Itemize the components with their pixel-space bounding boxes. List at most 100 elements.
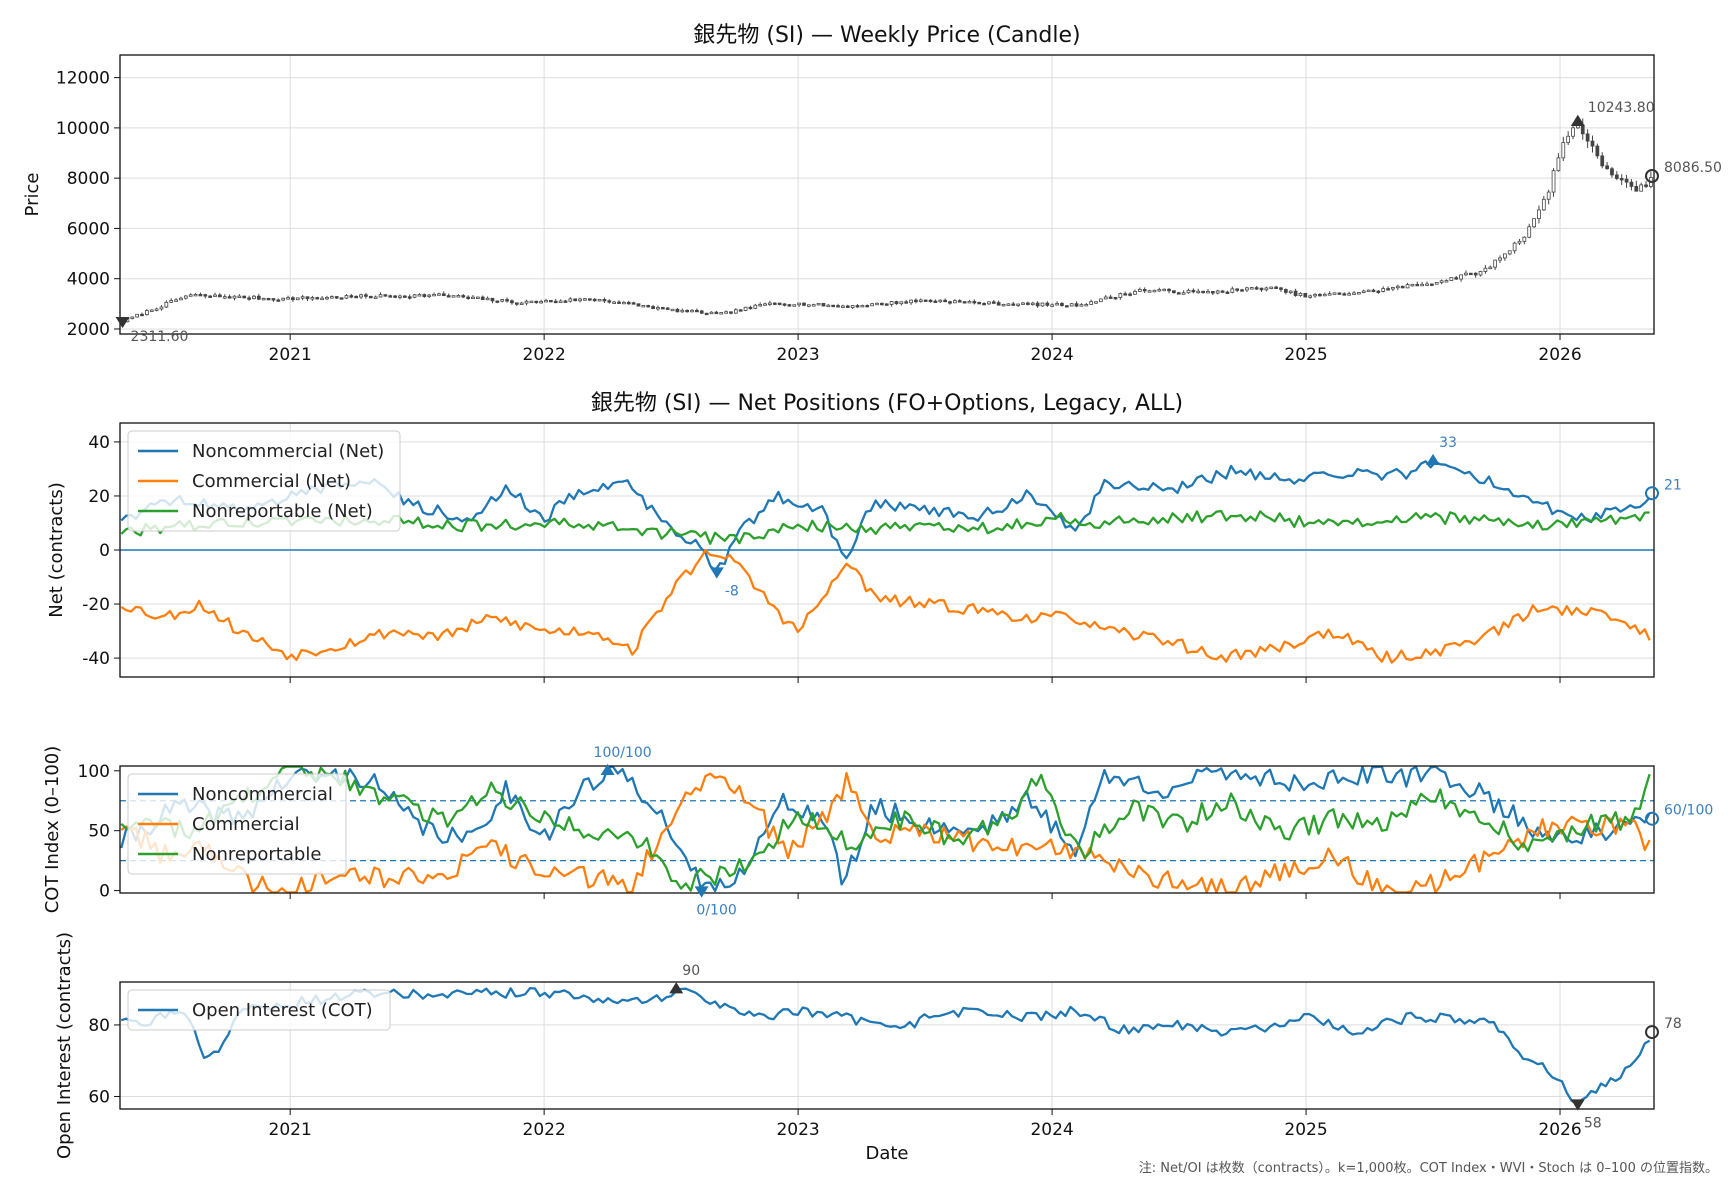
series-line-commercial-net- bbox=[120, 549, 1651, 664]
candle bbox=[553, 300, 558, 304]
candle bbox=[1571, 127, 1575, 137]
candle bbox=[626, 301, 631, 305]
candle bbox=[1230, 288, 1235, 293]
candle bbox=[1468, 272, 1473, 276]
candle bbox=[1624, 178, 1629, 183]
candle bbox=[1386, 288, 1390, 291]
candle bbox=[704, 312, 709, 316]
chart-title-net: 銀先物 (SI) — Net Positions (FO+Options, Le… bbox=[591, 391, 1183, 416]
candle bbox=[393, 295, 397, 298]
candle bbox=[675, 308, 680, 313]
candle bbox=[573, 298, 578, 302]
candle bbox=[826, 304, 831, 308]
candle bbox=[1128, 293, 1132, 296]
candle bbox=[622, 301, 626, 305]
candle bbox=[884, 303, 889, 306]
y-tick-label: 0 bbox=[99, 541, 110, 561]
candle bbox=[1425, 283, 1429, 286]
legend-label: Open Interest (COT) bbox=[192, 1000, 373, 1021]
candle bbox=[758, 303, 763, 307]
candle bbox=[1430, 283, 1434, 286]
candle bbox=[1118, 293, 1123, 298]
candle bbox=[1600, 155, 1605, 167]
candle bbox=[490, 297, 495, 302]
candle bbox=[1590, 140, 1595, 147]
y-tick-label: 4000 bbox=[67, 270, 110, 290]
last-marker bbox=[1645, 486, 1659, 501]
min-marker bbox=[694, 886, 709, 898]
candle bbox=[549, 300, 553, 303]
candle bbox=[1074, 303, 1079, 307]
candle bbox=[1035, 302, 1040, 307]
y-axis-label-cot_index: COT Index (0–100) bbox=[42, 746, 63, 914]
y-axis-label-net: Net (contracts) bbox=[46, 482, 67, 618]
candle bbox=[1060, 303, 1064, 306]
candle bbox=[1512, 242, 1517, 252]
series-line-noncommercial bbox=[120, 766, 1651, 893]
candle bbox=[145, 310, 149, 316]
candle bbox=[797, 302, 801, 306]
candle bbox=[987, 301, 991, 305]
candle bbox=[1269, 286, 1274, 289]
min-label: 2311.60 bbox=[131, 329, 189, 345]
candle bbox=[1245, 287, 1249, 291]
candle bbox=[480, 296, 485, 300]
candle bbox=[1318, 293, 1322, 297]
candle bbox=[957, 300, 962, 303]
y-tick-label: 12000 bbox=[56, 69, 110, 89]
candle bbox=[923, 299, 928, 302]
candle bbox=[266, 297, 271, 301]
candle bbox=[1215, 290, 1220, 294]
candle bbox=[656, 307, 660, 310]
candle bbox=[1079, 304, 1084, 307]
legend-box bbox=[127, 430, 401, 532]
candle bbox=[247, 297, 251, 300]
max-marker bbox=[1570, 114, 1585, 126]
last-marker bbox=[1645, 811, 1659, 826]
candle bbox=[1264, 287, 1269, 291]
candle bbox=[967, 301, 972, 304]
candle bbox=[325, 296, 329, 300]
candle bbox=[432, 293, 436, 297]
candle bbox=[475, 296, 480, 299]
candle bbox=[130, 316, 135, 319]
candle bbox=[1605, 165, 1609, 170]
candle bbox=[1210, 291, 1215, 294]
candle bbox=[1283, 289, 1288, 293]
candle bbox=[378, 294, 383, 298]
candle bbox=[1629, 181, 1634, 187]
candle bbox=[763, 303, 767, 306]
candle bbox=[636, 303, 641, 307]
candle bbox=[539, 301, 543, 304]
min-label: 58 bbox=[1584, 1116, 1602, 1132]
candle bbox=[1356, 292, 1361, 295]
candle bbox=[218, 294, 222, 298]
legend-label: Commercial (Net) bbox=[192, 471, 351, 492]
candle bbox=[651, 306, 655, 310]
x-tick-label: 2024 bbox=[1030, 345, 1073, 365]
candle bbox=[242, 295, 247, 299]
candle bbox=[1254, 287, 1259, 290]
candle bbox=[680, 309, 685, 313]
candle bbox=[991, 301, 996, 304]
min-marker bbox=[709, 567, 724, 579]
candle bbox=[1103, 296, 1108, 300]
chart-price: 銀先物 (SI) — Weekly Price (Candle) 2000 4000… bbox=[22, 23, 1722, 365]
candle bbox=[1011, 303, 1016, 306]
candle bbox=[714, 311, 719, 315]
candle bbox=[962, 301, 967, 304]
candle bbox=[875, 302, 879, 306]
candle bbox=[889, 301, 894, 305]
candle bbox=[1064, 305, 1069, 308]
candle bbox=[446, 295, 451, 298]
candle bbox=[154, 308, 159, 311]
candle bbox=[1366, 289, 1371, 293]
candle bbox=[495, 300, 500, 303]
candle bbox=[417, 294, 422, 297]
candle bbox=[928, 299, 933, 303]
candle bbox=[1395, 285, 1400, 289]
candle bbox=[534, 300, 539, 304]
y-tick-label: 8000 bbox=[67, 169, 110, 189]
candle bbox=[841, 305, 845, 308]
candle bbox=[1561, 142, 1566, 159]
